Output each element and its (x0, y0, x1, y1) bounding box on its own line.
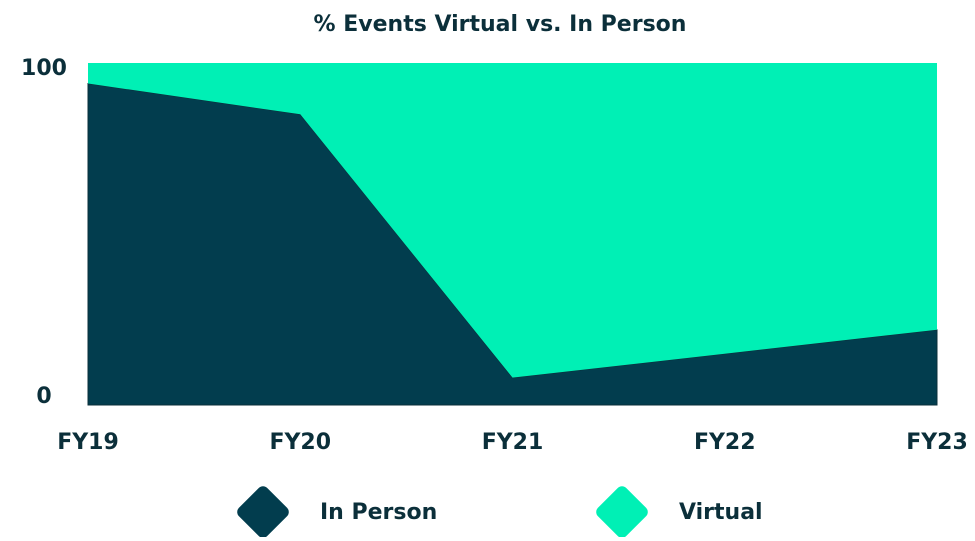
y-tick-label: 0 (36, 384, 51, 409)
area (88, 63, 937, 378)
x-tick-label: FY22 (694, 430, 756, 455)
legend-swatch (237, 486, 289, 538)
x-tick-label: FY19 (57, 430, 119, 455)
x-tick-label: FY20 (269, 430, 331, 455)
x-tick-label: FY23 (906, 430, 968, 455)
y-tick-label: 100 (21, 56, 67, 81)
x-tick-label: FY21 (482, 430, 544, 455)
legend-label: In Person (320, 500, 437, 525)
chart-title: % Events Virtual vs. In Person (314, 12, 687, 37)
legend-label: Virtual (679, 500, 763, 525)
legend-swatch (596, 486, 648, 538)
